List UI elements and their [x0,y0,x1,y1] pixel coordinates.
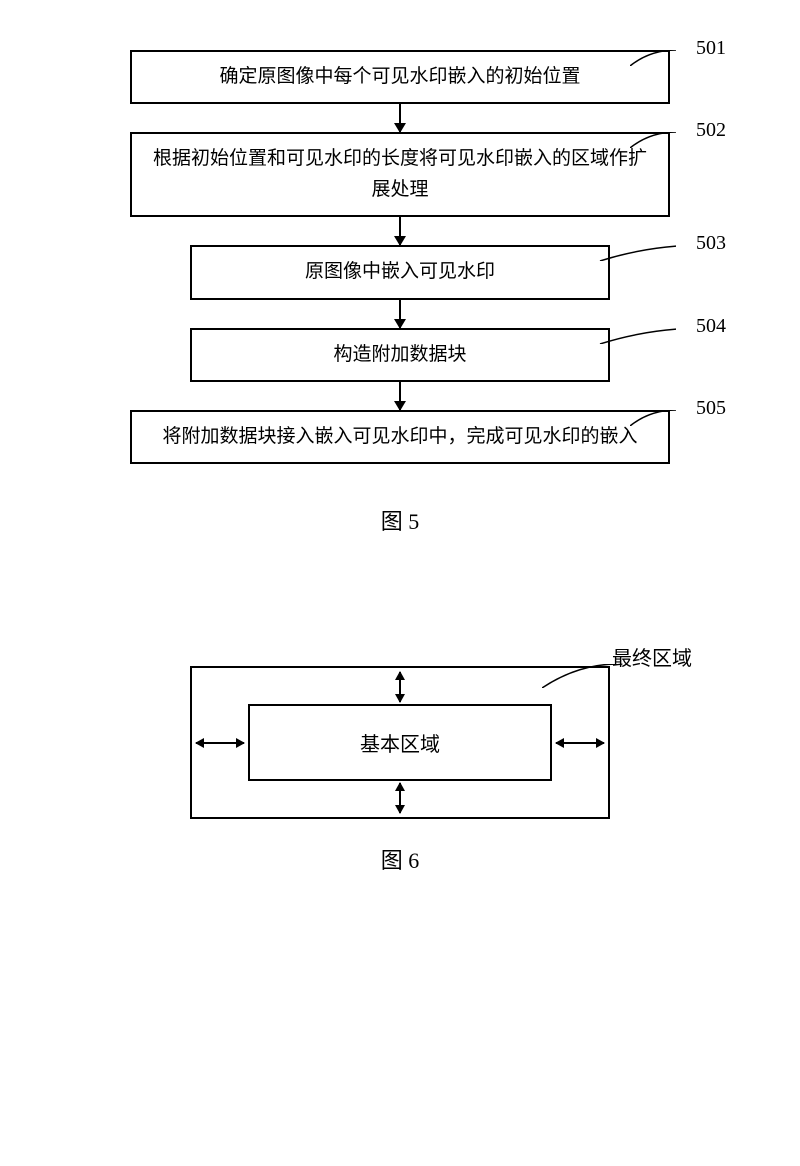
region-diagram: 最终区域 基本区域 [190,666,610,819]
inner-region-box: 基本区域 [248,704,552,781]
step-text: 原图像中嵌入可见水印 [305,261,495,282]
outer-region-label: 最终区域 [612,642,692,671]
bidirectional-arrow-horizontal-icon [556,742,604,744]
step-label: 501 [696,32,726,64]
figure-6: 最终区域 基本区域 图 6 [0,666,800,875]
arrow-down-icon [399,104,401,132]
figure-6-caption: 图 6 [0,843,800,875]
bidirectional-arrow-horizontal-icon [196,742,244,744]
step-text: 根据初始位置和可见水印的长度将可见水印嵌入的区域作扩展处理 [153,148,647,199]
step-label: 504 [696,310,726,342]
leader-line-icon [570,245,676,261]
bidirectional-arrow-vertical-icon [399,672,401,702]
figure-5: 501 确定原图像中每个可见水印嵌入的初始位置 502 根据初始位置和可见水印的… [0,0,800,536]
step-text: 构造附加数据块 [333,344,466,365]
step-label: 505 [696,392,726,424]
leader-line-icon [570,328,676,344]
flowchart-step-501: 501 确定原图像中每个可见水印嵌入的初始位置 [130,50,670,104]
leader-line-icon [630,50,676,66]
leader-line-icon [630,410,676,426]
arrow-down-icon [399,300,401,328]
step-label: 503 [696,227,726,259]
step-text: 将附加数据块接入嵌入可见水印中，完成可见水印的嵌入 [162,426,637,447]
leader-line-icon [542,664,618,688]
flowchart-step-505: 505 将附加数据块接入嵌入可见水印中，完成可见水印的嵌入 [130,410,670,464]
outer-region-box: 最终区域 基本区域 [190,666,610,819]
flowchart-step-504: 504 构造附加数据块 [190,328,610,382]
step-label: 502 [696,114,726,146]
flowchart-step-502: 502 根据初始位置和可见水印的长度将可见水印嵌入的区域作扩展处理 [130,132,670,217]
arrow-down-icon [399,382,401,410]
arrow-down-icon [399,217,401,245]
figure-5-caption: 图 5 [0,504,800,536]
inner-region-label: 基本区域 [360,734,440,756]
leader-line-icon [630,132,676,148]
bidirectional-arrow-vertical-icon [399,783,401,813]
flowchart: 501 确定原图像中每个可见水印嵌入的初始位置 502 根据初始位置和可见水印的… [120,50,680,464]
step-text: 确定原图像中每个可见水印嵌入的初始位置 [219,66,580,87]
flowchart-step-503: 503 原图像中嵌入可见水印 [190,245,610,299]
